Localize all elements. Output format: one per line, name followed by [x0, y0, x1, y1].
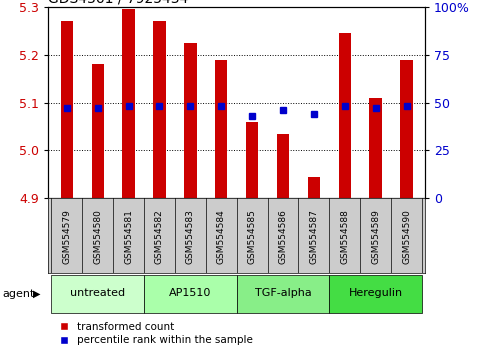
Text: ▶: ▶	[33, 289, 41, 299]
Text: GSM554589: GSM554589	[371, 210, 380, 264]
Text: GSM554584: GSM554584	[217, 210, 226, 264]
Bar	[308, 177, 320, 198]
Bar	[61, 21, 73, 198]
Bar	[51, 275, 144, 313]
Text: GSM554590: GSM554590	[402, 210, 411, 264]
Text: GSM554587: GSM554587	[310, 210, 318, 264]
Text: GSM554579: GSM554579	[62, 210, 71, 264]
Text: GSM554581: GSM554581	[124, 210, 133, 264]
Text: GSM554586: GSM554586	[279, 210, 287, 264]
Bar	[246, 122, 258, 198]
Bar	[400, 59, 412, 198]
Text: GSM554585: GSM554585	[248, 210, 256, 264]
Text: agent: agent	[2, 289, 35, 299]
Bar	[339, 33, 351, 198]
Bar	[369, 98, 382, 198]
Legend: transformed count, percentile rank within the sample: transformed count, percentile rank withi…	[54, 322, 254, 345]
Text: AP1510: AP1510	[169, 288, 212, 298]
Text: TGF-alpha: TGF-alpha	[255, 288, 312, 298]
Bar	[122, 10, 135, 198]
Bar	[144, 275, 237, 313]
Text: GDS4361 / 7925434: GDS4361 / 7925434	[48, 0, 188, 6]
Text: GSM554580: GSM554580	[93, 210, 102, 264]
Text: GSM554583: GSM554583	[186, 210, 195, 264]
Bar	[329, 275, 422, 313]
Bar	[153, 21, 166, 198]
Text: GSM554582: GSM554582	[155, 210, 164, 264]
Text: untreated: untreated	[70, 288, 125, 298]
Bar	[215, 59, 227, 198]
Bar	[277, 134, 289, 198]
Bar	[184, 43, 197, 198]
Bar	[237, 275, 329, 313]
Text: GSM554588: GSM554588	[340, 210, 349, 264]
Bar	[92, 64, 104, 198]
Text: Heregulin: Heregulin	[349, 288, 403, 298]
